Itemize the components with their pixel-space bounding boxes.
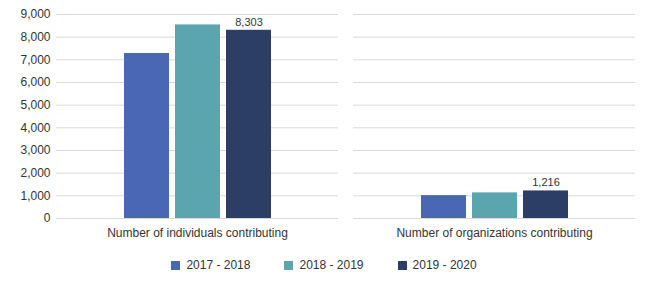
svg-text:4,000: 4,000 — [20, 121, 50, 135]
svg-text:Number of individuals contribu: Number of individuals contributing — [107, 226, 288, 240]
svg-text:9,000: 9,000 — [20, 7, 50, 21]
svg-text:Number of organizations contri: Number of organizations contributing — [396, 226, 592, 240]
svg-text:8,303: 8,303 — [235, 16, 263, 28]
svg-text:0: 0 — [44, 211, 51, 225]
html-text:2019 - 2020: 2019 - 2020 — [412, 258, 477, 272]
svg-text:2,000: 2,000 — [20, 166, 50, 180]
html-text:2018 - 2019: 2018 - 2019 — [299, 258, 364, 272]
svg-text:1,216: 1,216 — [532, 176, 560, 188]
svg-text:5,000: 5,000 — [20, 98, 50, 112]
svg-text:8,000: 8,000 — [20, 30, 50, 44]
svg-text:6,000: 6,000 — [20, 75, 50, 89]
svg-text:3,000: 3,000 — [20, 143, 50, 157]
svg-text:1,000: 1,000 — [20, 189, 50, 203]
svg-text:7,000: 7,000 — [20, 53, 50, 67]
html-text:2017 - 2018: 2017 - 2018 — [186, 258, 251, 272]
